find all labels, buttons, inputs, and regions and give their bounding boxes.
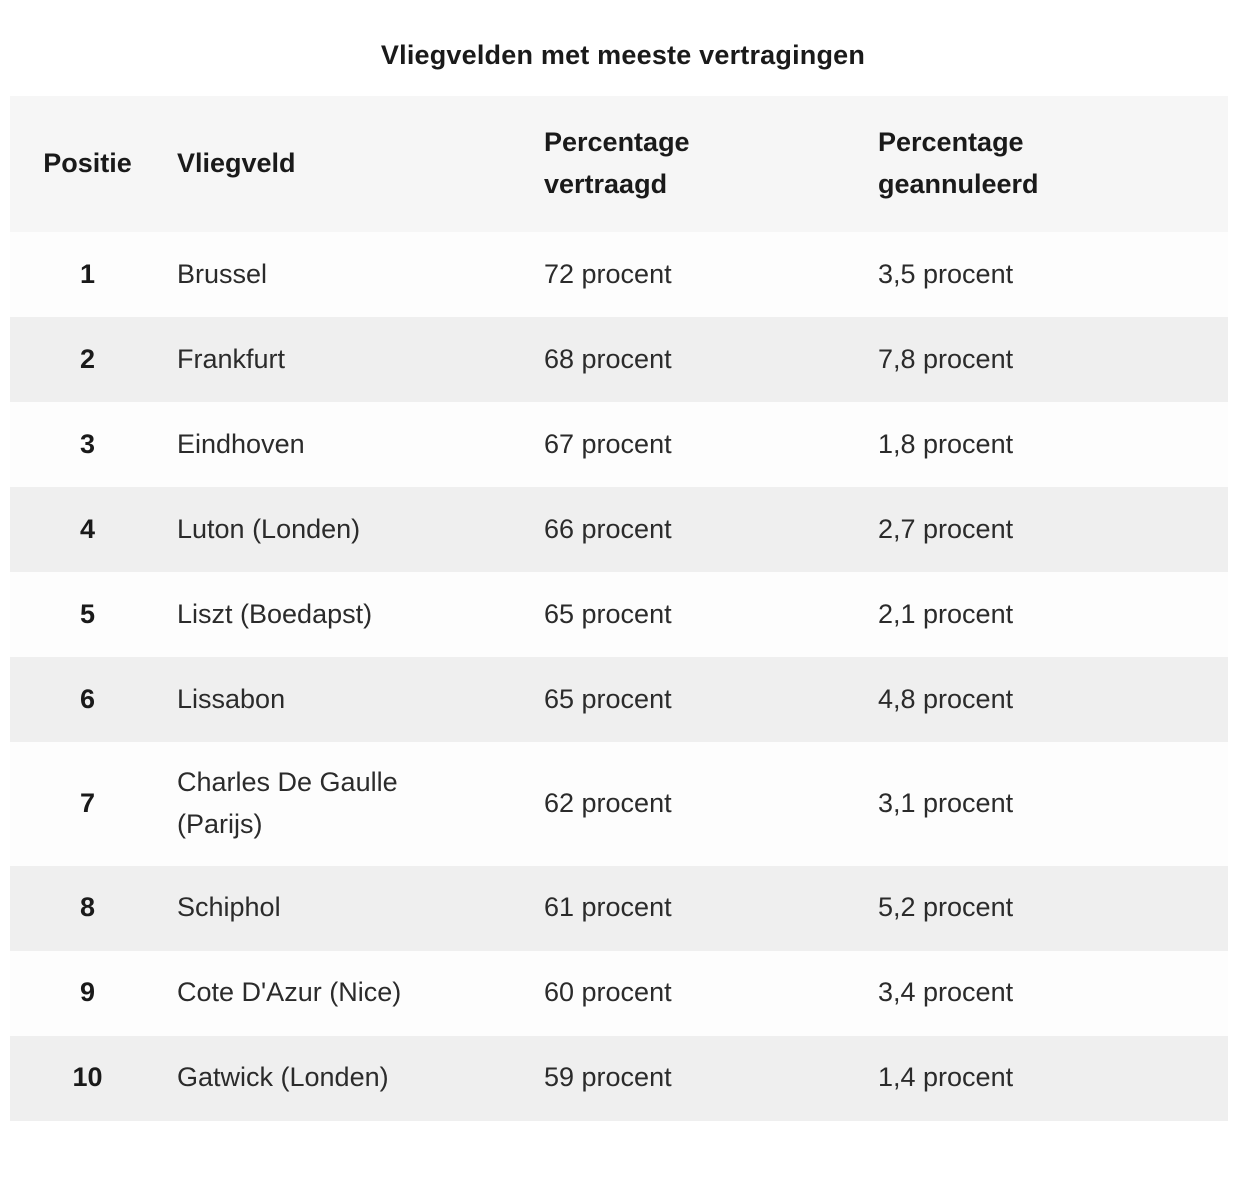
- table-row: 5 Liszt (Boedapst) 65 procent 2,1 procen…: [10, 572, 1228, 657]
- cell-percentage-vertraagd: 66 procent: [544, 513, 672, 544]
- cell-percentage-geannuleerd: 3,1 procent: [878, 787, 1014, 818]
- cell-vliegveld: Luton (Londen): [165, 487, 532, 572]
- airport-name: Brussel: [177, 258, 268, 289]
- table-row: 8 Schiphol 61 procent 5,2 procent: [10, 865, 1228, 951]
- table-row: 7 Charles De Gaulle (Parijs) 62 procent …: [10, 742, 1228, 866]
- page-title: Vliegvelden met meeste vertragingen: [380, 40, 866, 70]
- cell-positie: 4: [79, 513, 96, 544]
- cell-positie: 6: [79, 683, 96, 714]
- airport-name: Cote D'Azur (Nice): [177, 977, 402, 1008]
- cell-percentage-geannuleerd: 3,5 procent: [878, 258, 1014, 289]
- column-header-positie: Positie: [43, 148, 132, 179]
- column-header-percentage-vertraagd: Percentage vertraagd: [532, 96, 866, 232]
- cell-percentage-vertraagd: 65 procent: [544, 598, 672, 629]
- table-row: 4 Luton (Londen) 66 procent 2,7 procent: [10, 487, 1228, 572]
- cell-vliegveld: Cote D'Azur (Nice): [165, 951, 532, 1036]
- cell-percentage-geannuleerd: 2,7 procent: [878, 513, 1014, 544]
- cell-vliegveld: Lissabon: [165, 657, 532, 742]
- table-body: 1 Brussel 72 procent 3,5 procent 2 Frank…: [10, 232, 1228, 1121]
- cell-positie: 1: [79, 258, 96, 289]
- cell-positie: 7: [79, 787, 96, 818]
- cell-percentage-geannuleerd: 1,8 procent: [878, 428, 1014, 459]
- table-row: 10 Gatwick (Londen) 59 procent 1,4 proce…: [10, 1035, 1228, 1121]
- cell-positie: 5: [79, 598, 96, 629]
- delays-table: Positie Vliegveld Percentage vertraagd P…: [10, 96, 1228, 1121]
- airport-name: Charles De Gaulle (Parijs): [177, 767, 398, 839]
- column-header-percentage-vertraagd-label: Percentage vertraagd: [544, 127, 690, 199]
- cell-positie: 3: [79, 428, 96, 459]
- table-row: 9 Cote D'Azur (Nice) 60 procent 3,4 proc…: [10, 950, 1228, 1036]
- table-row: 3 Eindhoven 67 procent 1,8 procent: [10, 402, 1228, 487]
- airport-name: Lissabon: [177, 683, 286, 714]
- cell-percentage-geannuleerd: 5,2 procent: [878, 892, 1014, 923]
- cell-positie: 8: [79, 892, 96, 923]
- column-header-vliegveld: Vliegveld: [177, 148, 296, 179]
- cell-percentage-geannuleerd: 2,1 procent: [878, 598, 1014, 629]
- column-header-percentage-geannuleerd-label: Percentage geannuleerd: [878, 127, 1039, 199]
- cell-percentage-vertraagd: 61 procent: [544, 892, 672, 923]
- airport-name: Luton (Londen): [177, 513, 361, 544]
- cell-percentage-geannuleerd: 3,4 procent: [878, 977, 1014, 1008]
- cell-percentage-vertraagd: 72 procent: [544, 258, 672, 289]
- cell-vliegveld: Schiphol: [165, 866, 532, 951]
- airport-name: Gatwick (Londen): [177, 1062, 389, 1093]
- cell-percentage-geannuleerd: 1,4 procent: [878, 1062, 1014, 1093]
- cell-vliegveld: Liszt (Boedapst): [165, 572, 532, 657]
- table-row: 6 Lissabon 65 procent 4,8 procent: [10, 657, 1228, 742]
- table-row: 1 Brussel 72 procent 3,5 procent: [10, 232, 1228, 317]
- airport-name: Eindhoven: [177, 428, 305, 459]
- cell-positie: 9: [79, 977, 96, 1008]
- cell-percentage-vertraagd: 68 procent: [544, 343, 672, 374]
- table-header: Positie Vliegveld Percentage vertraagd P…: [10, 96, 1228, 232]
- cell-percentage-vertraagd: 65 procent: [544, 683, 672, 714]
- cell-percentage-geannuleerd: 4,8 procent: [878, 683, 1014, 714]
- airport-name: Liszt (Boedapst): [177, 598, 373, 629]
- table-row: 2 Frankfurt 68 procent 7,8 procent: [10, 317, 1228, 402]
- header-row: Positie Vliegveld Percentage vertraagd P…: [10, 96, 1228, 232]
- cell-vliegveld: Gatwick (Londen): [165, 1036, 532, 1121]
- airport-name: Schiphol: [177, 892, 281, 923]
- airport-name: Frankfurt: [177, 343, 286, 374]
- cell-percentage-vertraagd: 60 procent: [544, 977, 672, 1008]
- cell-vliegveld: Eindhoven: [165, 402, 532, 487]
- cell-positie: 10: [72, 1062, 103, 1093]
- cell-vliegveld: Charles De Gaulle (Parijs): [165, 742, 532, 866]
- cell-positie: 2: [79, 343, 96, 374]
- cell-vliegveld: Frankfurt: [165, 317, 532, 402]
- column-header-percentage-geannuleerd: Percentage geannuleerd: [866, 96, 1228, 232]
- cell-percentage-geannuleerd: 7,8 procent: [878, 343, 1014, 374]
- cell-vliegveld: Brussel: [165, 232, 532, 317]
- cell-percentage-vertraagd: 62 procent: [544, 787, 672, 818]
- cell-percentage-vertraagd: 67 procent: [544, 428, 672, 459]
- cell-percentage-vertraagd: 59 procent: [544, 1062, 672, 1093]
